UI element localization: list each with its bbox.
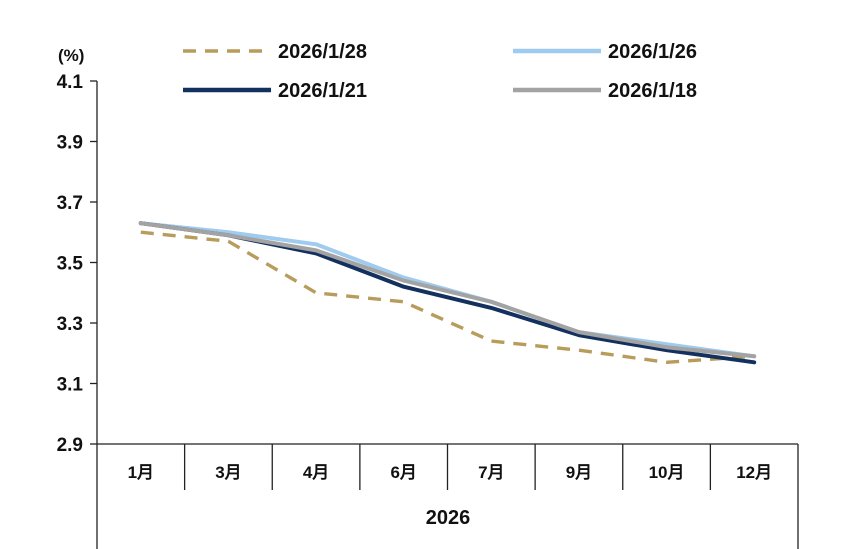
series-line-2026-1-28 xyxy=(140,230,755,364)
y-tick-label: 3.1 xyxy=(57,375,84,396)
legend-item: 2026/1/26 xyxy=(513,41,697,63)
y-tick-label: 2.9 xyxy=(57,435,83,456)
category-group-label: 2026 xyxy=(426,507,471,529)
x-tick-label: 10月 xyxy=(649,463,685,482)
x-tick-label: 9月 xyxy=(566,463,592,482)
x-tick-label: 1月 xyxy=(128,463,154,482)
legend-item: 2026/1/18 xyxy=(513,80,697,102)
legend: 2026/1/28 2026/1/26 2026/1/21 2026/1/18 xyxy=(183,41,697,102)
y-tick-label: 3.7 xyxy=(57,193,83,214)
y-tick-label: 4.1 xyxy=(57,72,84,93)
x-axis: 1月 3月 4月 6月 7月 9月 10月 12月 xyxy=(96,443,799,549)
legend-label: 2026/1/21 xyxy=(278,80,367,102)
x-tick-label: 7月 xyxy=(478,463,504,482)
x-tick-label: 6月 xyxy=(390,463,416,482)
legend-label: 2026/1/18 xyxy=(608,80,697,102)
y-tick-label: 3.3 xyxy=(57,314,83,335)
x-tick-label: 4月 xyxy=(303,463,329,482)
x-tick-label: 3月 xyxy=(215,463,241,482)
y-tick-label: 3.9 xyxy=(57,133,83,154)
legend-item: 2026/1/21 xyxy=(183,80,367,102)
x-tick-label: 12月 xyxy=(736,463,772,482)
legend-label: 2026/1/28 xyxy=(278,41,367,63)
y-tick-label: 3.5 xyxy=(57,254,84,275)
legend-item: 2026/1/28 xyxy=(183,41,367,63)
legend-label: 2026/1/26 xyxy=(608,41,697,63)
y-axis: 4.1 3.9 3.7 3.5 3.3 3.1 2.9 xyxy=(57,72,98,456)
y-axis-unit: (%) xyxy=(58,46,84,65)
series-line-2026-1-18 xyxy=(138,221,757,359)
series-layer xyxy=(138,221,757,365)
